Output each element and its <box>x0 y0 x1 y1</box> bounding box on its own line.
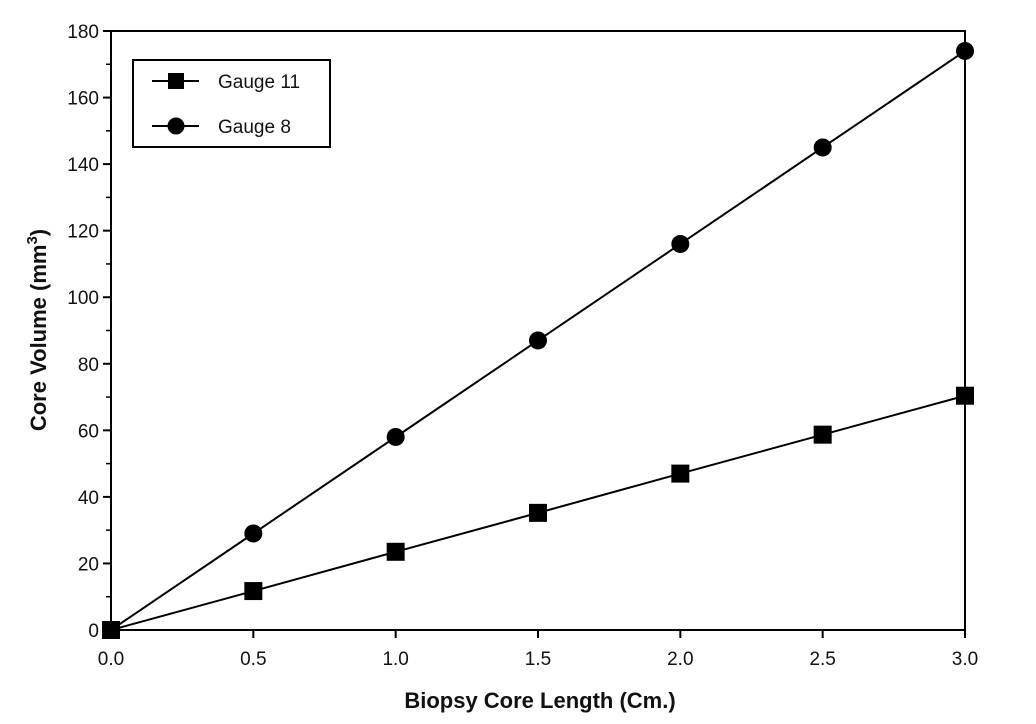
y-tick-label: 100 <box>67 288 99 309</box>
x-tick-label: 1.5 <box>525 649 551 670</box>
data-point-square <box>529 503 547 522</box>
circle-marker-icon <box>167 117 185 135</box>
data-point-circle <box>956 41 974 60</box>
svg-text:Gauge 8: Gauge 8 <box>218 117 291 138</box>
data-point-circle <box>244 524 263 543</box>
y-tick-label: 0 <box>88 621 99 642</box>
data-point-square <box>813 425 832 444</box>
x-tick-label: 0.0 <box>98 649 124 670</box>
data-point-circle <box>386 427 405 446</box>
y-tick-label: 20 <box>78 554 99 575</box>
y-tick-label: 160 <box>67 89 99 110</box>
y-axis: 0 20 40 60 80 100 120 140 160 180 <box>67 22 111 642</box>
legend-item-gauge-11: Gauge 11 <box>152 72 300 93</box>
data-point-circle <box>813 138 832 157</box>
y-tick-label: 140 <box>67 155 99 176</box>
data-point-square <box>956 386 974 405</box>
svg-text:Gauge 11: Gauge 11 <box>218 72 300 93</box>
data-point-circle <box>102 621 120 639</box>
data-point-circle <box>671 234 690 253</box>
legend-item-gauge-8: Gauge 8 <box>152 117 291 138</box>
x-tick-label: 1.0 <box>382 649 408 670</box>
y-axis-label: Core Volume (mm3) <box>24 229 51 431</box>
x-tick-label: 0.5 <box>240 649 266 670</box>
x-tick-label: 2.5 <box>809 649 835 670</box>
y-tick-label: 60 <box>78 421 99 442</box>
data-point-square <box>671 464 690 483</box>
data-point-square <box>386 542 405 561</box>
data-point-circle <box>529 331 547 350</box>
legend-box <box>132 59 331 148</box>
series-gauge-8 <box>102 41 974 639</box>
x-axis: 0.0 0.5 1.0 1.5 2.0 2.5 3.0 <box>98 630 978 670</box>
y-tick-label: 180 <box>67 22 99 43</box>
data-point-square <box>244 582 263 601</box>
square-marker-icon <box>168 73 184 89</box>
y-tick-label: 40 <box>78 488 99 509</box>
x-tick-label: 2.0 <box>667 649 693 670</box>
y-tick-label: 80 <box>78 355 99 376</box>
y-tick-label: 120 <box>67 222 99 243</box>
series-gauge-11 <box>102 386 974 639</box>
series-layer <box>102 41 974 639</box>
x-axis-label: Biopsy Core Length (Cm.) <box>404 688 675 713</box>
x-tick-label: 3.0 <box>952 649 978 670</box>
legend: Gauge 11 Gauge 8 <box>132 59 331 148</box>
